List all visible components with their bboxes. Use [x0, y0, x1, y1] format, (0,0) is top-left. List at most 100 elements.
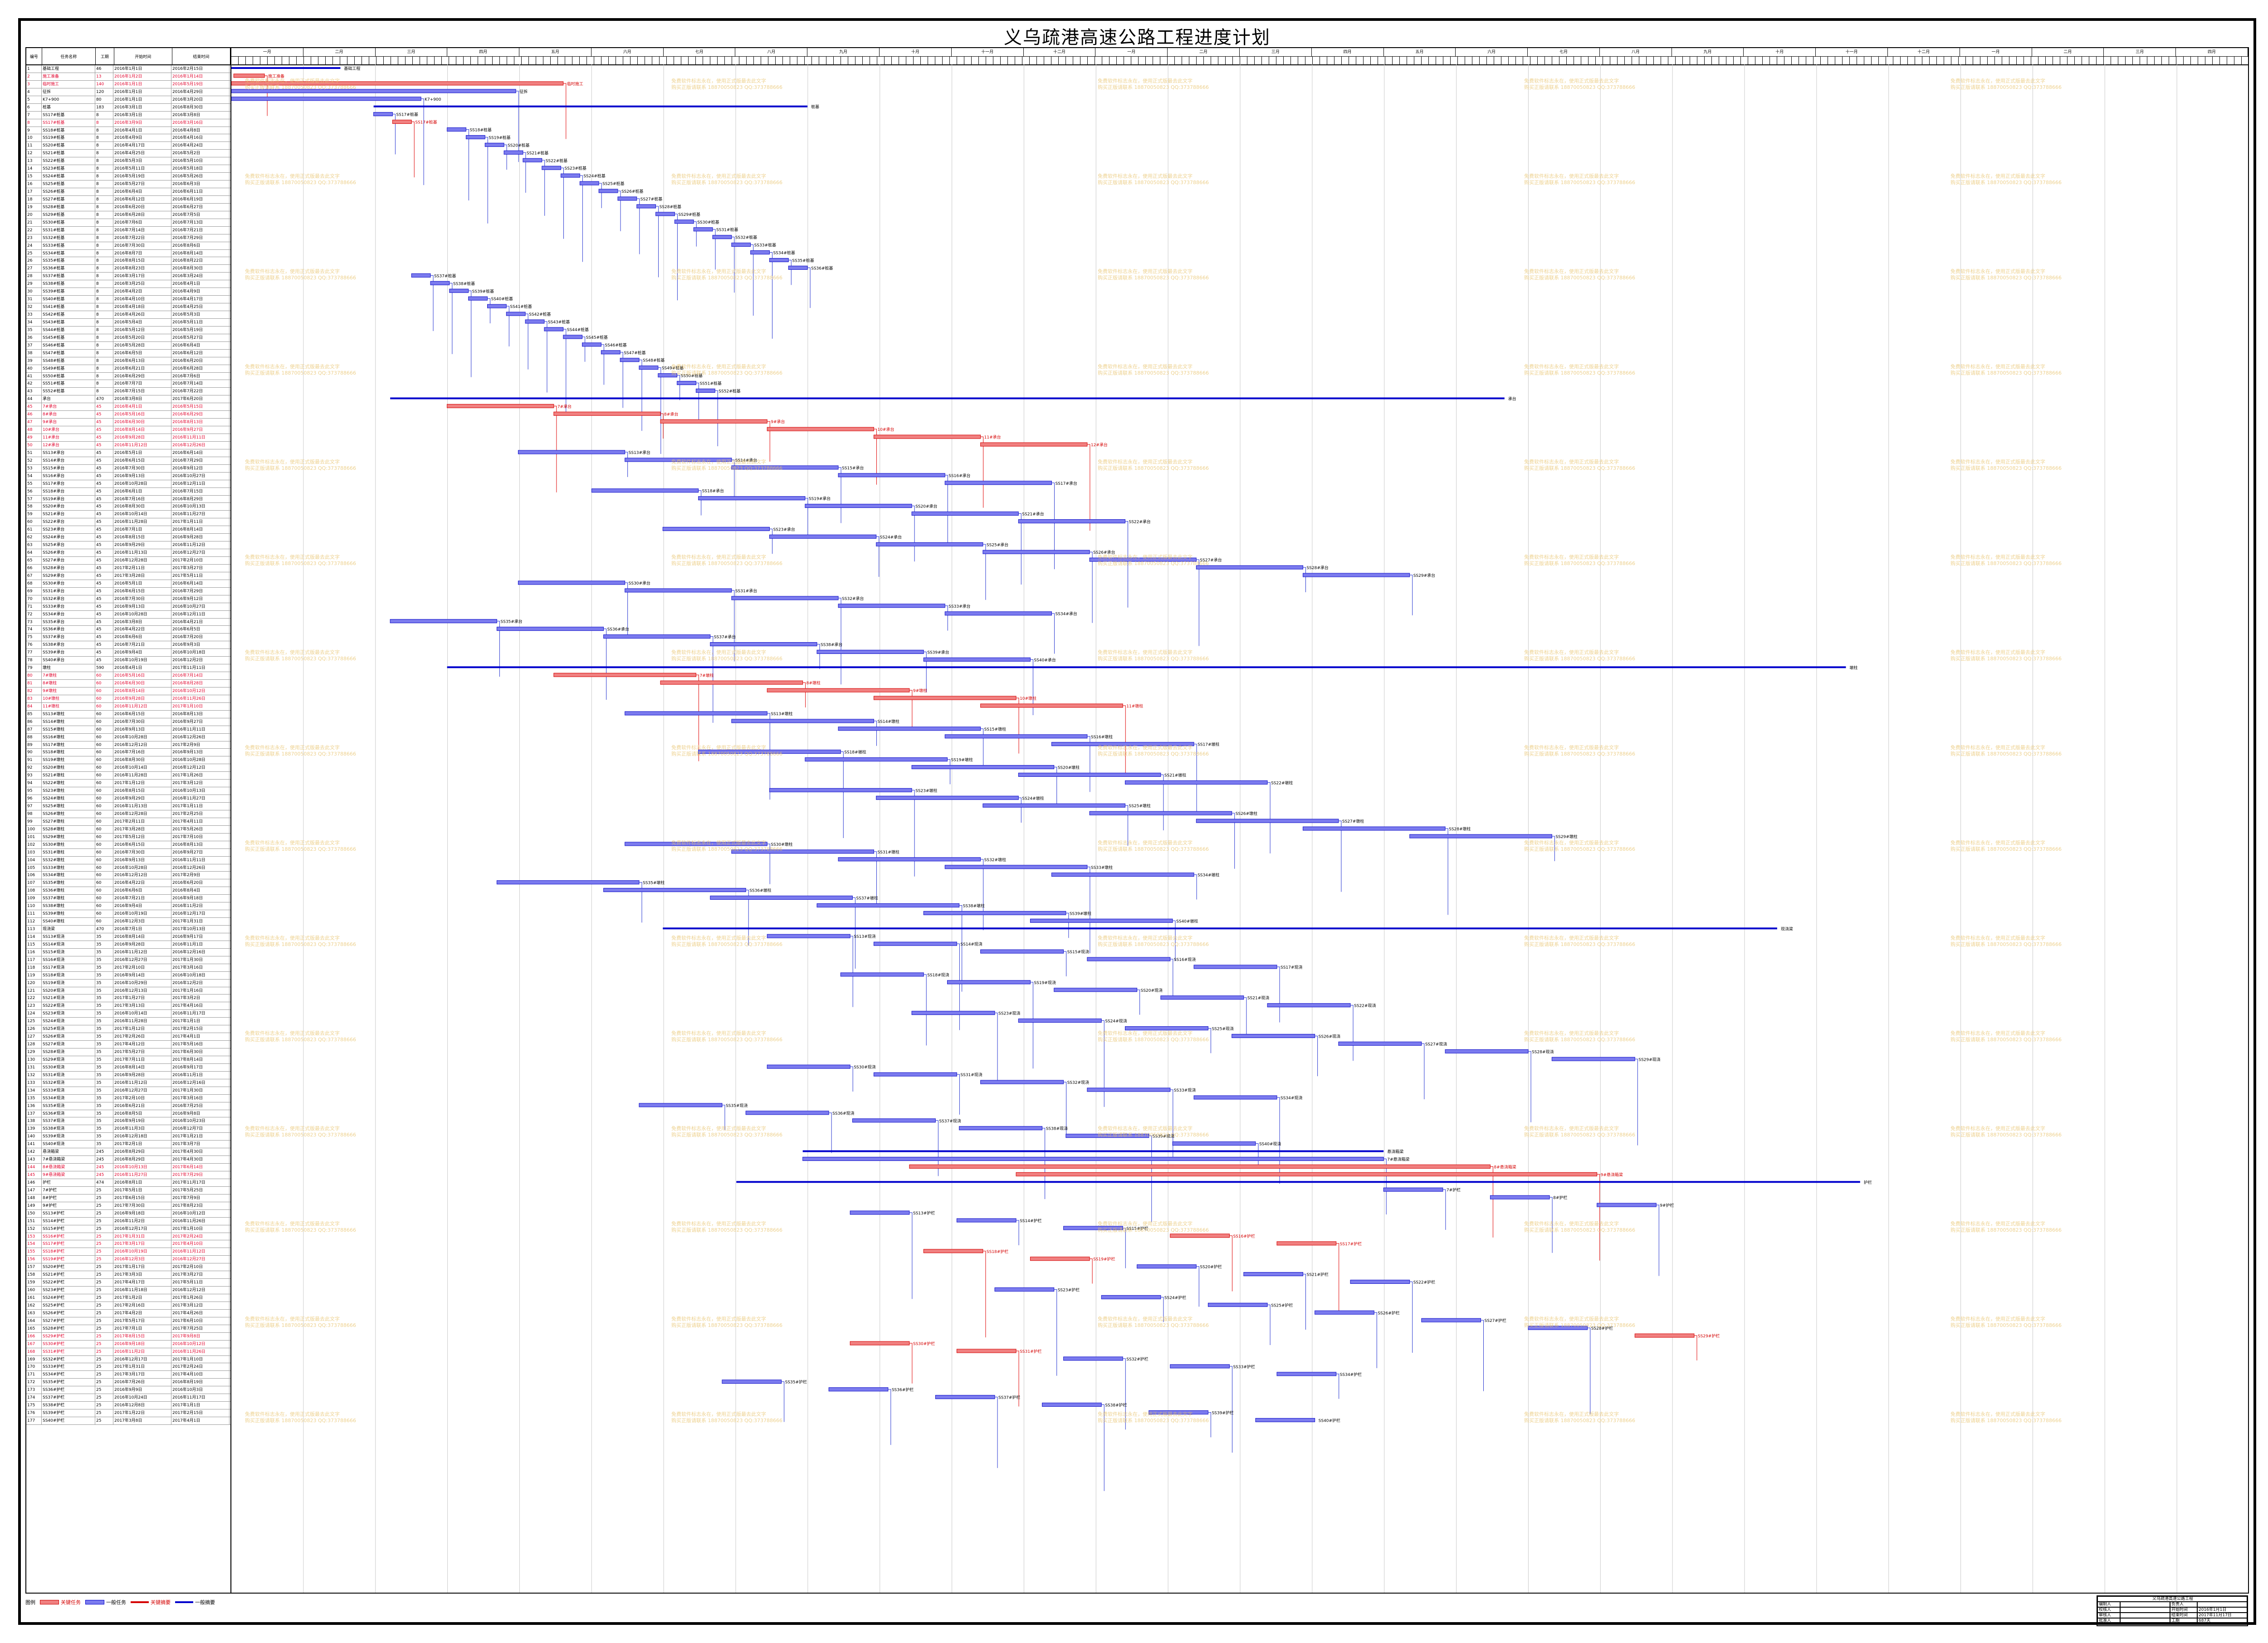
task-row[interactable]: 114 SS13#现浇 35 2016年8月14日 2016年9月17日	[26, 933, 230, 941]
task-row[interactable]: 75 SS37#承台 45 2016年6月6日 2016年7月20日	[26, 634, 230, 642]
task-row[interactable]: 112 SS40#墩柱 60 2016年12月3日 2017年1月31日	[26, 918, 230, 926]
task-row[interactable]: 90 SS18#墩柱 60 2016年7月16日 2016年9月13日	[26, 749, 230, 757]
task-row[interactable]: 38 SS47#桩基 8 2016年6月5日 2016年6月12日	[26, 349, 230, 357]
task-row[interactable]: 51 SS13#承台 45 2016年5月1日 2016年6月14日	[26, 449, 230, 457]
task-row[interactable]: 151 SS14#护栏 25 2016年11月2日 2016年11月26日	[26, 1217, 230, 1225]
task-row[interactable]: 154 SS17#护栏 25 2017年3月17日 2017年4月10日	[26, 1240, 230, 1248]
task-row[interactable]: 172 SS35#护栏 25 2016年7月26日 2016年8月19日	[26, 1379, 230, 1387]
task-row[interactable]: 17 SS26#桩基 8 2016年6月4日 2016年6月11日	[26, 188, 230, 196]
task-row[interactable]: 34 SS43#桩基 8 2016年5月4日 2016年5月11日	[26, 318, 230, 327]
task-row[interactable]: 12 SS21#桩基 8 2016年4月25日 2016年5月2日	[26, 150, 230, 158]
task-row[interactable]: 39 SS48#桩基 8 2016年6月13日 2016年6月20日	[26, 357, 230, 365]
task-row[interactable]: 142 悬浇箱梁 245 2016年8月29日 2017年4月30日	[26, 1148, 230, 1156]
task-row[interactable]: 78 SS40#承台 45 2016年10月19日 2016年12月2日	[26, 657, 230, 665]
task-row[interactable]: 40 SS49#桩基 8 2016年6月21日 2016年6月28日	[26, 365, 230, 373]
task-row[interactable]: 6 桩基 183 2016年3月1日 2016年8月30日	[26, 103, 230, 112]
task-row[interactable]: 134 SS33#现浇 35 2016年12月27日 2017年1月30日	[26, 1087, 230, 1095]
task-row[interactable]: 125 SS24#现浇 35 2016年11月28日 2017年1月1日	[26, 1018, 230, 1026]
task-row[interactable]: 105 SS33#墩柱 60 2016年10月28日 2016年12月26日	[26, 864, 230, 872]
task-row[interactable]: 80 7#墩柱 60 2016年5月16日 2016年7月14日	[26, 672, 230, 680]
task-row[interactable]: 95 SS23#墩柱 60 2016年8月15日 2016年10月13日	[26, 787, 230, 795]
task-row[interactable]: 67 SS29#承台 45 2017年3月28日 2017年5月11日	[26, 572, 230, 580]
task-row[interactable]: 70 SS32#承台 45 2016年7月30日 2016年9月12日	[26, 595, 230, 603]
task-row[interactable]: 123 SS22#现浇 35 2017年3月13日 2017年4月16日	[26, 1002, 230, 1010]
task-row[interactable]: 24 SS33#桩基 8 2016年7月30日 2016年8月6日	[26, 242, 230, 250]
task-row[interactable]: 136 SS35#现浇 35 2016年6月21日 2016年7月25日	[26, 1102, 230, 1110]
task-row[interactable]: 82 9#墩柱 60 2016年8月14日 2016年10月12日	[26, 687, 230, 695]
task-row[interactable]: 141 SS40#现浇 35 2017年2月1日 2017年3月7日	[26, 1141, 230, 1149]
task-row[interactable]: 153 SS16#护栏 25 2017年1月31日 2017年2月24日	[26, 1233, 230, 1241]
task-row[interactable]: 100 SS28#墩柱 60 2017年3月28日 2017年5月26日	[26, 825, 230, 834]
task-row[interactable]: 59 SS21#承台 45 2016年10月14日 2016年11月27日	[26, 511, 230, 519]
task-row[interactable]: 163 SS26#护栏 25 2017年4月2日 2017年4月26日	[26, 1309, 230, 1317]
task-row[interactable]: 171 SS34#护栏 25 2017年3月17日 2017年4月10日	[26, 1371, 230, 1379]
task-row[interactable]: 177 SS40#护栏 25 2017年3月8日 2017年4月1日	[26, 1417, 230, 1425]
task-row[interactable]: 107 SS35#墩柱 60 2016年4月22日 2016年6月20日	[26, 879, 230, 887]
task-row[interactable]: 127 SS26#现浇 35 2017年2月26日 2017年4月1日	[26, 1033, 230, 1041]
task-row[interactable]: 19 SS28#桩基 8 2016年6月20日 2016年6月27日	[26, 203, 230, 211]
task-row[interactable]: 137 SS36#现浇 35 2016年8月5日 2016年9月8日	[26, 1110, 230, 1118]
task-row[interactable]: 97 SS25#墩柱 60 2016年11月13日 2017年1月11日	[26, 803, 230, 810]
task-row[interactable]: 110 SS38#墩柱 60 2016年9月4日 2016年11月2日	[26, 902, 230, 911]
task-row[interactable]: 144 8#悬浇箱梁 245 2016年10月13日 2017年6月14日	[26, 1164, 230, 1171]
task-row[interactable]: 85 SS13#墩柱 60 2016年6月15日 2016年8月13日	[26, 710, 230, 718]
task-row[interactable]: 167 SS30#护栏 25 2016年9月18日 2016年10月12日	[26, 1340, 230, 1348]
task-row[interactable]: 21 SS30#桩基 8 2016年7月6日 2016年7月13日	[26, 219, 230, 227]
task-row[interactable]: 160 SS23#护栏 25 2016年11月18日 2016年12月12日	[26, 1287, 230, 1294]
task-row[interactable]: 77 SS39#承台 45 2016年9月4日 2016年10月18日	[26, 649, 230, 657]
task-row[interactable]: 104 SS32#墩柱 60 2016年9月13日 2016年11月11日	[26, 856, 230, 864]
task-row[interactable]: 57 SS19#承台 45 2016年7月16日 2016年8月29日	[26, 495, 230, 503]
task-row[interactable]: 156 SS19#护栏 25 2016年12月3日 2016年12月27日	[26, 1256, 230, 1264]
task-row[interactable]: 133 SS32#现浇 35 2016年11月12日 2016年12月16日	[26, 1079, 230, 1087]
task-row[interactable]: 111 SS39#墩柱 60 2016年10月19日 2016年12月17日	[26, 910, 230, 918]
task-row[interactable]: 89 SS17#墩柱 60 2016年12月12日 2017年2月9日	[26, 741, 230, 749]
task-row[interactable]: 173 SS36#护栏 25 2016年9月9日 2016年10月3日	[26, 1386, 230, 1394]
task-row[interactable]: 11 SS20#桩基 8 2016年4月17日 2016年4月24日	[26, 142, 230, 150]
task-row[interactable]: 149 9#护栏 25 2017年7月30日 2017年8月23日	[26, 1202, 230, 1210]
task-row[interactable]: 109 SS37#墩柱 60 2016年7月21日 2016年9月18日	[26, 895, 230, 903]
task-row[interactable]: 36 SS45#桩基 8 2016年5月20日 2016年5月27日	[26, 334, 230, 342]
task-row[interactable]: 22 SS31#桩基 8 2016年7月14日 2016年7月21日	[26, 226, 230, 234]
task-row[interactable]: 64 SS26#承台 45 2016年11月13日 2016年12月27日	[26, 549, 230, 557]
task-row[interactable]: 3 临时施工 140 2016年1月1日 2016年5月19日	[26, 80, 230, 88]
task-row[interactable]: 122 SS21#现浇 35 2017年1月27日 2017年3月2日	[26, 995, 230, 1003]
task-row[interactable]: 49 11#承台 45 2016年9月28日 2016年11月11日	[26, 434, 230, 442]
task-row[interactable]: 69 SS31#承台 45 2016年6月15日 2016年7月29日	[26, 587, 230, 595]
task-row[interactable]: 23 SS32#桩基 8 2016年7月22日 2016年7月29日	[26, 234, 230, 242]
task-row[interactable]: 168 SS31#护栏 25 2016年11月2日 2016年11月26日	[26, 1348, 230, 1356]
task-row[interactable]: 35 SS44#桩基 8 2016年5月12日 2016年5月19日	[26, 326, 230, 334]
task-row[interactable]: 99 SS27#墩柱 60 2017年2月11日 2017年4月11日	[26, 818, 230, 826]
task-row[interactable]: 106 SS34#墩柱 60 2016年12月12日 2017年2月9日	[26, 872, 230, 880]
task-row[interactable]: 146 护栏 474 2016年8月1日 2017年11月17日	[26, 1179, 230, 1187]
task-row[interactable]: 174 SS37#护栏 25 2016年10月24日 2016年11月17日	[26, 1394, 230, 1402]
task-row[interactable]: 108 SS36#墩柱 60 2016年6月6日 2016年8月4日	[26, 887, 230, 895]
task-row[interactable]: 43 SS52#桩基 8 2016年7月15日 2016年7月22日	[26, 388, 230, 396]
task-row[interactable]: 117 SS16#现浇 35 2016年12月27日 2017年1月30日	[26, 956, 230, 964]
task-row[interactable]: 9 SS18#桩基 8 2016年4月1日 2016年4月8日	[26, 127, 230, 135]
task-row[interactable]: 28 SS37#桩基 8 2016年3月17日 2016年3月24日	[26, 273, 230, 281]
task-row[interactable]: 5 K7+900 80 2016年1月1日 2016年3月20日	[26, 96, 230, 104]
task-row[interactable]: 27 SS36#桩基 8 2016年8月23日 2016年8月30日	[26, 265, 230, 273]
task-row[interactable]: 87 SS15#墩柱 60 2016年9月13日 2016年11月11日	[26, 726, 230, 734]
task-row[interactable]: 71 SS33#承台 45 2016年9月13日 2016年10月27日	[26, 603, 230, 611]
task-row[interactable]: 92 SS20#墩柱 60 2016年10月14日 2016年12月12日	[26, 764, 230, 772]
task-row[interactable]: 88 SS16#墩柱 60 2016年10月28日 2016年12月26日	[26, 733, 230, 741]
task-row[interactable]: 37 SS46#桩基 8 2016年5月28日 2016年6月4日	[26, 341, 230, 350]
task-row[interactable]: 8 SS17#桩基 8 2016年3月9日 2016年3月16日	[26, 119, 230, 127]
task-row[interactable]: 73 SS35#承台 45 2016年3月8日 2016年4月21日	[26, 618, 230, 626]
task-row[interactable]: 155 SS18#护栏 25 2016年10月19日 2016年11月12日	[26, 1248, 230, 1256]
task-row[interactable]: 121 SS20#现浇 35 2016年12月13日 2017年1月16日	[26, 987, 230, 995]
task-row[interactable]: 93 SS21#墩柱 60 2016年11月28日 2017年1月26日	[26, 772, 230, 780]
task-row[interactable]: 14 SS23#桩基 8 2016年5月11日 2016年5月18日	[26, 165, 230, 173]
task-row[interactable]: 1 基础工程 46 2016年1月1日 2016年2月15日	[26, 65, 230, 73]
task-row[interactable]: 145 9#悬浇箱梁 245 2016年11月27日 2017年7月29日	[26, 1171, 230, 1179]
task-row[interactable]: 62 SS24#承台 45 2016年8月15日 2016年9月28日	[26, 534, 230, 542]
task-row[interactable]: 10 SS19#桩基 8 2016年4月9日 2016年4月16日	[26, 134, 230, 142]
task-row[interactable]: 84 11#墩柱 60 2016年11月12日 2017年1月10日	[26, 702, 230, 711]
task-row[interactable]: 29 SS38#桩基 8 2016年3月25日 2016年4月1日	[26, 280, 230, 288]
task-row[interactable]: 20 SS29#桩基 8 2016年6月28日 2016年7月5日	[26, 211, 230, 219]
task-row[interactable]: 32 SS41#桩基 8 2016年4月18日 2016年4月25日	[26, 303, 230, 311]
task-row[interactable]: 96 SS24#墩柱 60 2016年9月29日 2016年11月27日	[26, 795, 230, 803]
task-row[interactable]: 58 SS20#承台 45 2016年8月30日 2016年10月13日	[26, 503, 230, 511]
task-row[interactable]: 48 10#承台 45 2016年8月14日 2016年9月27日	[26, 426, 230, 434]
